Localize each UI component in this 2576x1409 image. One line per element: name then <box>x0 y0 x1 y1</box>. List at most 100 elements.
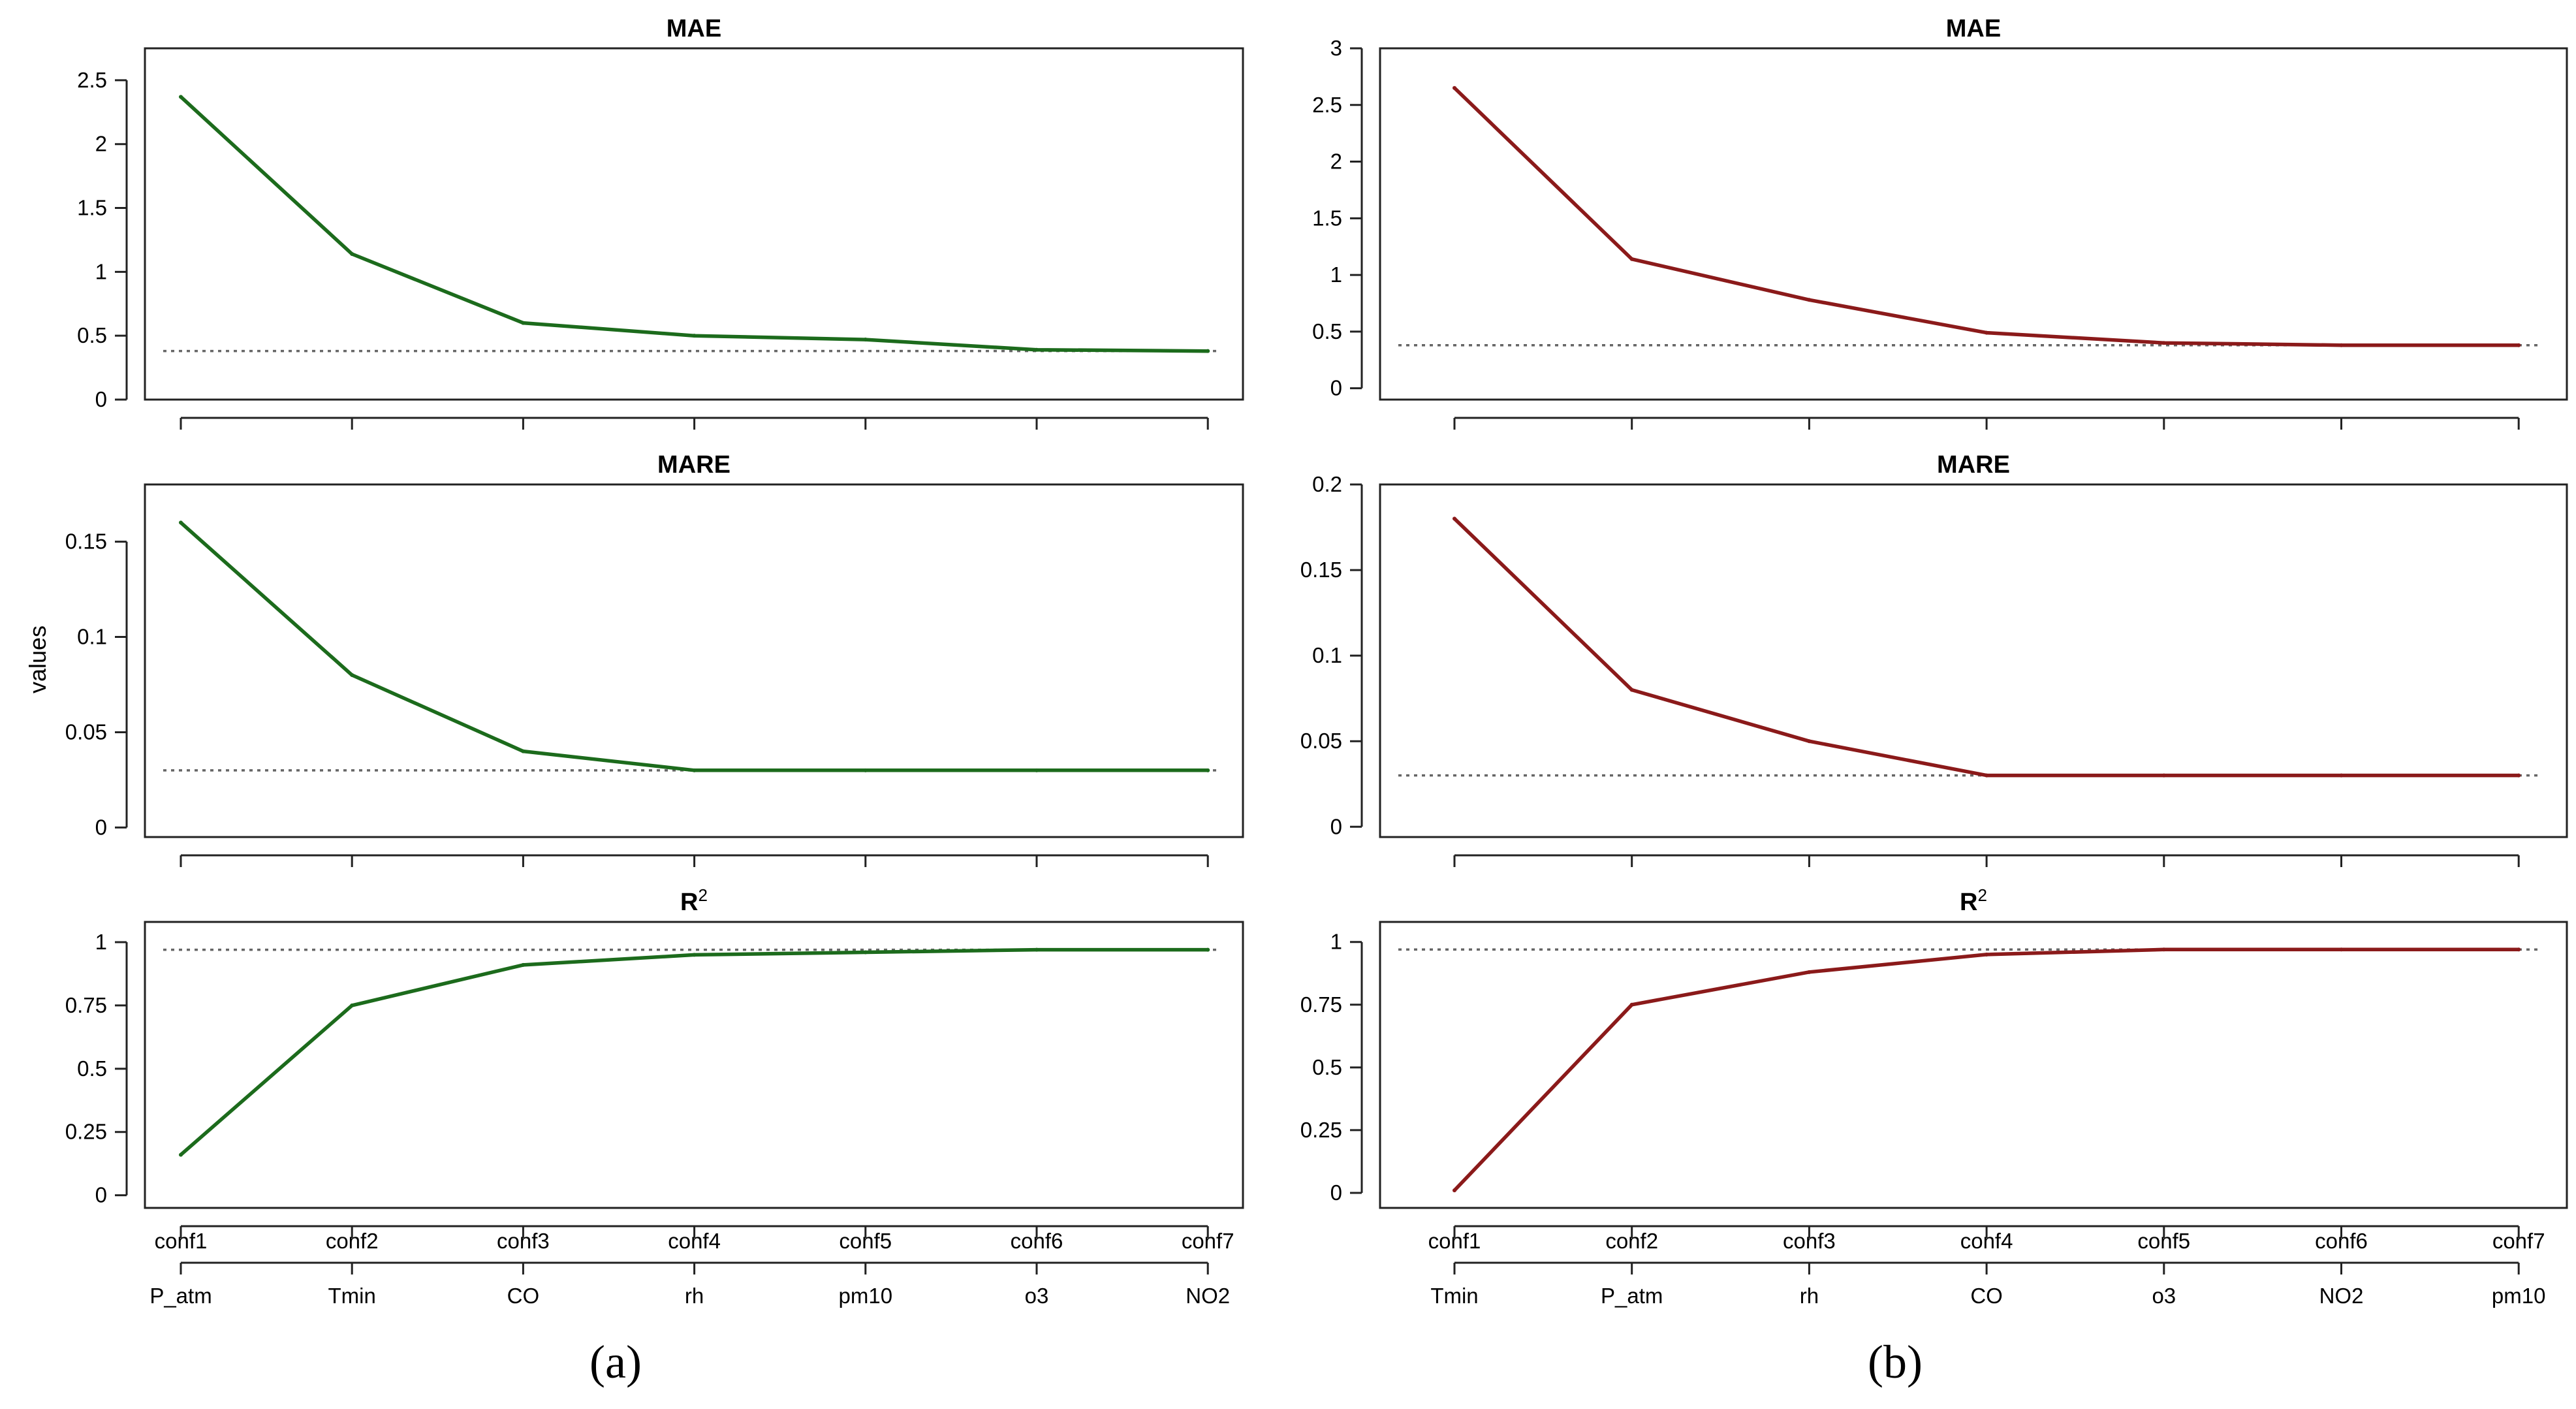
x-tick-label: conf2 <box>326 1229 379 1253</box>
data-point <box>2517 773 2521 778</box>
data-point <box>521 749 526 753</box>
data-point <box>1629 257 1634 261</box>
x-tick-label: conf1 <box>155 1229 208 1253</box>
panel-a-r2: R2 0 0.25 0.5 0.75 1 conf1 conf2 conf3 conf4 conf5… <box>65 885 1244 1388</box>
y-tick-label: 0 <box>1330 1180 1342 1205</box>
series-line-b-r2 <box>1453 947 2521 1192</box>
y-tick-label: 1 <box>1330 262 1342 287</box>
panel-title: R2 <box>1960 885 1987 916</box>
data-point <box>2161 341 2166 345</box>
y-tick-label: 0 <box>1330 814 1342 838</box>
panel-title: MARE <box>1937 451 2010 479</box>
y-tick-label: 0 <box>1330 376 1342 400</box>
variable-label: o3 <box>2152 1284 2176 1308</box>
data-point <box>350 251 354 256</box>
y-tick-label: 2 <box>95 132 107 156</box>
data-point <box>179 95 183 99</box>
series-line-b-mare <box>1453 516 2521 778</box>
data-point <box>350 673 354 677</box>
y-tick-label: 0.75 <box>1300 992 1342 1017</box>
x-tick-label: conf6 <box>1011 1229 1063 1253</box>
x-tick-label: conf1 <box>1428 1229 1481 1253</box>
y-tick-label: 0.75 <box>65 993 107 1017</box>
y-tick-label: 0 <box>95 387 107 411</box>
y-tick-label: 1.5 <box>1312 206 1342 230</box>
panel-title: MAE <box>667 15 721 42</box>
data-point <box>2161 947 2166 952</box>
variable-label: rh <box>685 1284 704 1308</box>
panel-letter: (b) <box>1868 1336 1923 1388</box>
data-point <box>1453 1188 1456 1193</box>
x-tick-label: conf3 <box>497 1229 550 1253</box>
y-tick-label: 0.05 <box>65 720 107 744</box>
variable-label: o3 <box>1025 1284 1049 1308</box>
y-tick-label: 2 <box>1330 150 1342 174</box>
variable-label: Tmin <box>1430 1284 1478 1308</box>
x-tick-label: conf5 <box>2137 1229 2190 1253</box>
data-point <box>1807 970 1812 974</box>
y-tick-label: 0.1 <box>1312 643 1342 667</box>
y-tick-label: 1 <box>1330 930 1342 954</box>
y-tick-label: 0.25 <box>1300 1118 1342 1142</box>
data-point <box>2517 343 2521 347</box>
panel-frame <box>1379 47 2568 401</box>
data-point <box>1629 1002 1634 1007</box>
x-tick-label: conf4 <box>1960 1229 2013 1253</box>
series-line-a-mae <box>179 95 1210 353</box>
series-line-a-mare <box>179 520 1210 772</box>
panel-b-mare: MARE 0 0.05 0.1 0.15 0.2 <box>1300 451 2568 867</box>
y-tick-label: 0.15 <box>1300 558 1342 582</box>
y-tick-label: 0.2 <box>1312 472 1342 496</box>
data-point <box>521 321 526 325</box>
variable-label: pm10 <box>2492 1284 2546 1308</box>
data-point <box>692 768 697 772</box>
data-point <box>350 1003 354 1007</box>
data-point <box>863 950 868 955</box>
y-tick-label: 0.25 <box>65 1120 107 1144</box>
data-point <box>1453 86 1456 90</box>
data-point <box>2339 343 2344 347</box>
data-point <box>1035 347 1039 352</box>
series-line-b-mae <box>1453 86 2521 347</box>
data-point <box>1206 349 1210 353</box>
x-tick-label: conf7 <box>1182 1229 1234 1253</box>
panel-title: MAE <box>1946 15 2001 42</box>
y-tick-label: 1.5 <box>77 196 107 220</box>
data-point <box>1035 768 1039 772</box>
data-point <box>1985 952 1989 957</box>
data-point <box>1035 947 1039 952</box>
data-point <box>2161 773 2166 778</box>
y-tick-label: 0.5 <box>1312 319 1342 343</box>
data-point <box>1985 773 1989 778</box>
data-point <box>2517 947 2521 952</box>
data-point <box>2339 947 2344 952</box>
data-point <box>1629 688 1634 692</box>
data-point <box>1206 768 1210 772</box>
variable-label: P_atm <box>1601 1284 1663 1308</box>
series-line-a-r2 <box>179 947 1210 1157</box>
variable-label: P_atm <box>149 1284 212 1308</box>
variable-label: CO <box>507 1284 540 1308</box>
variable-label: rh <box>1800 1284 1819 1308</box>
panel-title: MARE <box>657 451 730 479</box>
variable-label: NO2 <box>2319 1284 2364 1308</box>
y-tick-label: 2.5 <box>1312 93 1342 117</box>
y-tick-label: 1 <box>95 259 107 283</box>
x-tick-label: conf3 <box>1783 1229 1836 1253</box>
y-axis-label: values <box>24 625 51 693</box>
data-point <box>1453 516 1456 521</box>
x-tick-label: conf2 <box>1605 1229 1658 1253</box>
x-tick-label: conf6 <box>2315 1229 2368 1253</box>
data-point <box>2339 773 2344 778</box>
data-point <box>1206 947 1210 952</box>
y-tick-label: 2.5 <box>77 68 107 92</box>
panel-b-r2: R2 0 0.25 0.5 0.75 1 conf1 conf2 conf3 conf4 conf5… <box>1300 885 2568 1388</box>
y-tick-label: 1 <box>95 930 107 954</box>
y-tick-label: 0.15 <box>65 530 107 554</box>
panel-frame <box>144 47 1244 401</box>
y-tick-label: 0.5 <box>77 1056 107 1081</box>
y-tick-label: 0 <box>95 815 107 839</box>
y-tick-label: 0.5 <box>77 323 107 347</box>
y-tick-label: 0 <box>95 1183 107 1207</box>
